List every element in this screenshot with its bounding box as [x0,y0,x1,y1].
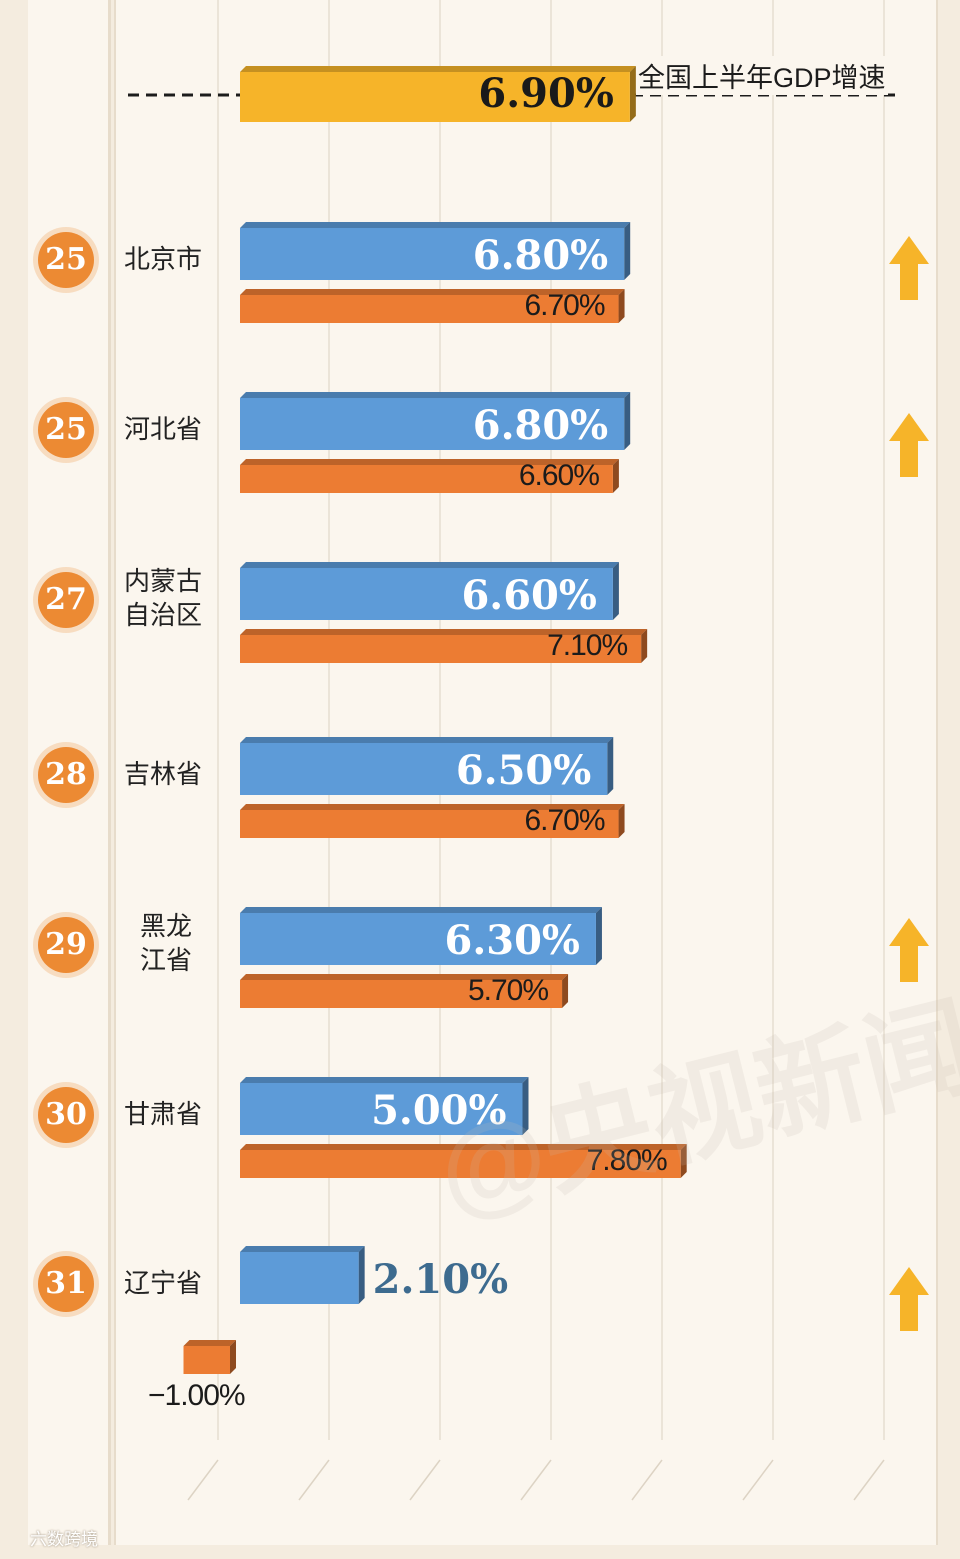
secondary-bar-value: 6.70% [524,289,605,322]
region-name: 辽宁省 [124,1268,203,1298]
rank-badge: 25 [38,402,94,458]
gridline-foot [742,1459,774,1501]
secondary-bar [240,459,619,493]
secondary-bar [240,804,625,838]
region-name: 北京市 [124,244,203,274]
rank-badge: 25 [38,232,94,288]
secondary-bar [240,1144,687,1178]
secondary-bar-value: −1.00% [148,1379,246,1412]
secondary-bar-value: 7.80% [586,1144,668,1177]
primary-bar-value: 2.10% [372,1256,509,1303]
secondary-bar [183,1340,236,1374]
secondary-bar-value: 5.70% [467,974,549,1007]
primary-bar-value: 6.60% [461,572,597,619]
primary-bar [240,907,602,965]
primary-bar-value: 6.50% [455,747,592,794]
primary-bar [240,1077,529,1135]
primary-bar [240,1246,365,1304]
secondary-bar-value: 6.60% [518,459,600,492]
secondary-bar [240,289,625,323]
rank-badge: 27 [38,572,94,628]
rank-badge: 29 [38,917,94,973]
national-gdp-label: 全国上半年GDP增速 [636,56,888,95]
region-name: 甘肃省 [124,1099,203,1129]
national-bar [240,66,636,122]
rank-badge: 28 [38,747,94,803]
primary-bar-value: 5.00% [371,1087,507,1134]
primary-bar [240,222,631,280]
primary-bar [240,562,619,620]
up-arrow-icon [889,1267,929,1331]
watermark: 六数跨境 [30,1530,98,1549]
primary-bar-value: 6.80% [472,402,609,449]
up-arrow-icon [889,236,929,300]
secondary-bar [240,974,569,1008]
up-arrow-icon [889,918,929,982]
region-name: 黑龙 江省 [140,911,193,975]
secondary-bar [240,629,648,663]
gridline-foot [853,1459,885,1501]
primary-bar [240,737,614,795]
secondary-bar-value: 7.10% [547,629,628,662]
secondary-bar-value: 6.70% [524,804,605,837]
up-arrow-icon [889,413,929,477]
rank-badge: 31 [38,1256,94,1312]
gridline-foot [298,1459,330,1501]
region-name: 河北省 [124,414,203,444]
primary-bar-value: 6.30% [444,917,580,964]
gridline-foot [631,1459,663,1501]
region-name: 吉林省 [124,759,203,789]
gridline-foot [187,1459,219,1501]
rank-badge: 30 [38,1087,94,1143]
gridline-foot [520,1459,552,1501]
gridline-foot [409,1459,441,1501]
region-name: 内蒙古 自治区 [124,566,203,630]
national-bar-value: 6.90% [478,70,614,117]
primary-bar [240,392,631,450]
primary-bar-value: 6.80% [472,232,609,279]
